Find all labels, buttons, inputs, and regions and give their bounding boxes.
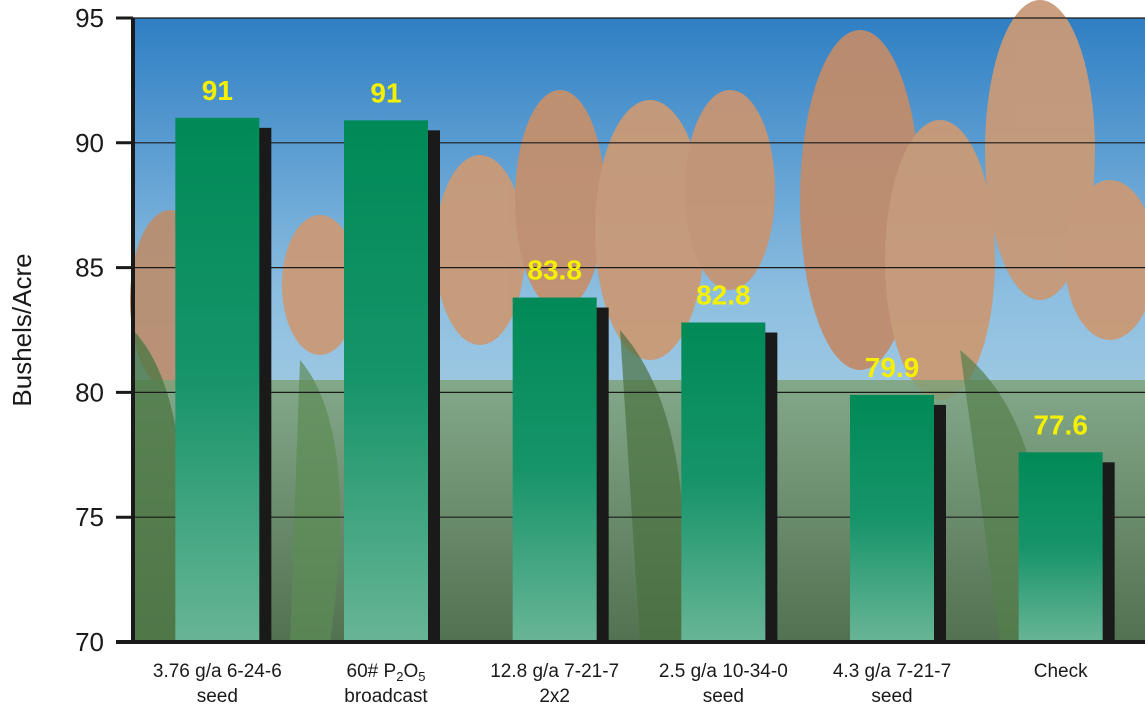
bars bbox=[175, 117, 1115, 643]
y-tick-label: 75 bbox=[75, 502, 104, 532]
category-label: 3.76 g/a 6-24-6 bbox=[153, 661, 282, 682]
sorghum-heads bbox=[130, 0, 1145, 400]
data-label: 91 bbox=[202, 75, 233, 106]
y-tick-label: 80 bbox=[75, 377, 104, 407]
gridlines bbox=[133, 17, 1145, 518]
category-label: seed bbox=[871, 686, 912, 707]
category-label: seed bbox=[703, 686, 744, 707]
category-label: seed bbox=[197, 686, 238, 707]
data-label: 91 bbox=[370, 77, 401, 108]
category-label: 60# P2O5 bbox=[347, 661, 426, 684]
bar bbox=[681, 322, 766, 642]
y-tick-label: 70 bbox=[75, 627, 104, 657]
bar bbox=[1018, 452, 1103, 642]
bar bbox=[344, 120, 428, 642]
category-label: broadcast bbox=[344, 686, 428, 707]
y-axis-label: Bushels/Acre bbox=[7, 253, 37, 406]
foliage bbox=[133, 330, 1145, 642]
bar bbox=[175, 117, 260, 643]
y-tick-label: 85 bbox=[75, 253, 104, 283]
category-label: 4.3 g/a 7-21-7 bbox=[833, 661, 951, 682]
data-label: 77.6 bbox=[1033, 409, 1088, 440]
category-label: 2.5 g/a 10-34-0 bbox=[659, 661, 788, 682]
y-tick-labels: 70 75 80 85 90 95 bbox=[75, 3, 133, 657]
y-tick-label: 90 bbox=[75, 128, 104, 158]
bar bbox=[850, 394, 934, 642]
background-photo bbox=[130, 0, 1145, 642]
category-label: 12.8 g/a 7-21-7 bbox=[490, 661, 619, 682]
category-label: Check bbox=[1034, 661, 1088, 682]
data-label: 79.9 bbox=[865, 352, 920, 383]
bar bbox=[512, 297, 597, 642]
data-labels: 91 91 83.8 82.8 79.9 77.6 bbox=[202, 75, 1088, 440]
data-label: 83.8 bbox=[527, 255, 582, 286]
y-tick-label: 95 bbox=[75, 3, 104, 33]
category-label: 2x2 bbox=[539, 686, 570, 707]
data-label: 82.8 bbox=[696, 280, 751, 311]
